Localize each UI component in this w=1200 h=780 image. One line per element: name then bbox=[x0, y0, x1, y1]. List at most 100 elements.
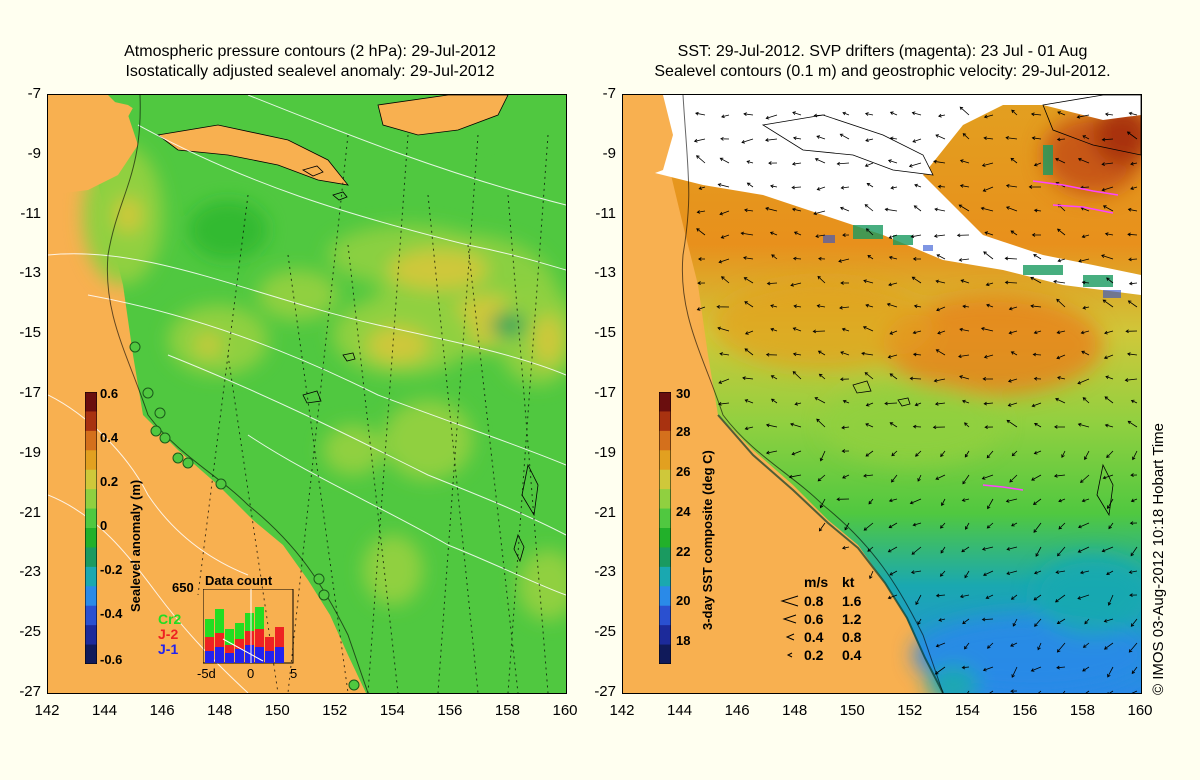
legend-kt-0: 1.6 bbox=[842, 593, 862, 609]
velocity-arrow bbox=[814, 158, 826, 164]
velocity-arrow bbox=[1077, 422, 1090, 428]
velocity-arrow bbox=[770, 398, 778, 404]
velocity-arrow bbox=[817, 275, 826, 284]
velocity-arrow bbox=[717, 183, 730, 188]
velocity-arrow bbox=[1012, 618, 1018, 627]
velocity-arrow bbox=[889, 330, 898, 335]
velocity-arrow bbox=[935, 474, 946, 480]
legend-kt-2: 0.8 bbox=[842, 629, 862, 645]
velocity-arrow bbox=[718, 258, 730, 264]
velocity-arrow bbox=[1126, 131, 1138, 140]
pressure-contours bbox=[48, 95, 566, 693]
colorbar-segment bbox=[85, 489, 97, 510]
velocity-arrow bbox=[794, 402, 802, 406]
velocity-arrow bbox=[933, 378, 946, 383]
colorbar-segment bbox=[659, 586, 671, 607]
velocity-arrow bbox=[934, 207, 946, 212]
velocity-arrow bbox=[935, 642, 946, 648]
velocity-arrow bbox=[887, 546, 898, 553]
velocity-arrow bbox=[1077, 378, 1090, 385]
cb-right-tick-3: 24 bbox=[676, 504, 691, 519]
velocity-arrow bbox=[1010, 351, 1018, 356]
velocity-arrow bbox=[1130, 161, 1138, 166]
velocity-arrow bbox=[980, 327, 994, 332]
velocity-arrow bbox=[1057, 376, 1066, 380]
velocity-arrow bbox=[1080, 474, 1090, 484]
velocity-arrow bbox=[1011, 109, 1018, 116]
velocity-arrow bbox=[790, 422, 802, 428]
velocity-arrow bbox=[791, 185, 802, 190]
velocity-arrow bbox=[1055, 397, 1066, 404]
velocity-arrow bbox=[982, 186, 994, 192]
colorbar-segment bbox=[85, 450, 97, 471]
velocity-arrow bbox=[1030, 276, 1042, 284]
velocity-arrow bbox=[1054, 424, 1066, 429]
inset-x-tick-1: 0 bbox=[247, 666, 255, 681]
velocity-arrow bbox=[1130, 399, 1138, 404]
velocity-arrow bbox=[1107, 690, 1114, 693]
velocity-arrow bbox=[839, 377, 850, 382]
velocity-arrow bbox=[962, 618, 970, 625]
velocity-arrow bbox=[818, 522, 826, 532]
islands bbox=[852, 380, 1114, 517]
right-lat-label: -21 bbox=[594, 503, 616, 521]
colorbar-segment bbox=[659, 644, 671, 664]
left-lon-label: 148 bbox=[207, 702, 233, 719]
png-island-land bbox=[377, 95, 509, 136]
velocity-arrow bbox=[1033, 522, 1042, 533]
colorbar-segment bbox=[659, 547, 671, 568]
cb-left-tick-6: -0.6 bbox=[100, 652, 123, 667]
velocity-arrow bbox=[1127, 420, 1138, 428]
left-lon-label: 146 bbox=[149, 702, 175, 719]
right-lon-label: 156 bbox=[1012, 702, 1038, 719]
velocity-arrow bbox=[816, 135, 826, 140]
velocity-arrow bbox=[765, 138, 778, 142]
velocity-arrow bbox=[1082, 305, 1090, 310]
velocity-arrow bbox=[1130, 498, 1138, 503]
velocity-arrow bbox=[1005, 136, 1018, 140]
velocity-arrow bbox=[839, 133, 850, 140]
velocity-arrow bbox=[819, 450, 826, 462]
velocity-arrow bbox=[932, 425, 946, 430]
left-lat-label: -25 bbox=[19, 623, 41, 641]
velocity-arrow bbox=[1128, 642, 1138, 653]
right-lat-label: -7 bbox=[602, 85, 616, 102]
velocity-arrow bbox=[839, 305, 850, 310]
velocity-arrow bbox=[911, 111, 922, 116]
velocity-arrow bbox=[959, 106, 970, 116]
velocity-arrow bbox=[1107, 594, 1114, 606]
velocity-arrow bbox=[743, 256, 754, 260]
inset-series-cr2: Cr2 bbox=[158, 611, 182, 627]
velocity-arrow bbox=[1004, 256, 1018, 261]
velocity-arrow bbox=[867, 546, 874, 552]
velocity-arrow bbox=[941, 498, 946, 507]
velocity-arrow bbox=[1056, 665, 1066, 670]
velocity-arrow bbox=[865, 423, 874, 428]
velocity-arrow bbox=[1127, 300, 1138, 308]
velocity-arrow bbox=[1104, 396, 1114, 404]
left-lat-label: -27 bbox=[19, 683, 41, 700]
velocity-arrow bbox=[867, 254, 874, 260]
velocity-arrow bbox=[889, 111, 898, 116]
velocity-arrow bbox=[1030, 112, 1042, 117]
velocity-arrow bbox=[1007, 378, 1018, 383]
velocity-arrow bbox=[1104, 112, 1114, 117]
left-map-title: Atmospheric pressure contours (2 hPa): 2… bbox=[50, 42, 570, 82]
velocity-arrow bbox=[884, 207, 898, 212]
velocity-arrow bbox=[863, 522, 874, 531]
velocity-arrow bbox=[888, 498, 898, 503]
colorbar-segment bbox=[659, 508, 671, 529]
velocity-arrow bbox=[956, 233, 970, 238]
shelf-contour bbox=[106, 95, 369, 693]
velocity-arrow bbox=[812, 329, 826, 334]
left-lat-label: -7 bbox=[27, 85, 41, 102]
velocity-arrow bbox=[1034, 423, 1042, 428]
velocity-arrow bbox=[940, 450, 946, 458]
velocity-arrow bbox=[959, 594, 970, 599]
velocity-arrow bbox=[1128, 111, 1138, 116]
velocity-arrow bbox=[1081, 350, 1090, 356]
velocity-arrow bbox=[1104, 330, 1114, 335]
velocity-arrow bbox=[1104, 232, 1114, 236]
copyright-notice: © IMOS 03-Aug-2012 10:18 Hobart Time bbox=[1150, 422, 1167, 695]
inset-bars bbox=[205, 607, 284, 663]
